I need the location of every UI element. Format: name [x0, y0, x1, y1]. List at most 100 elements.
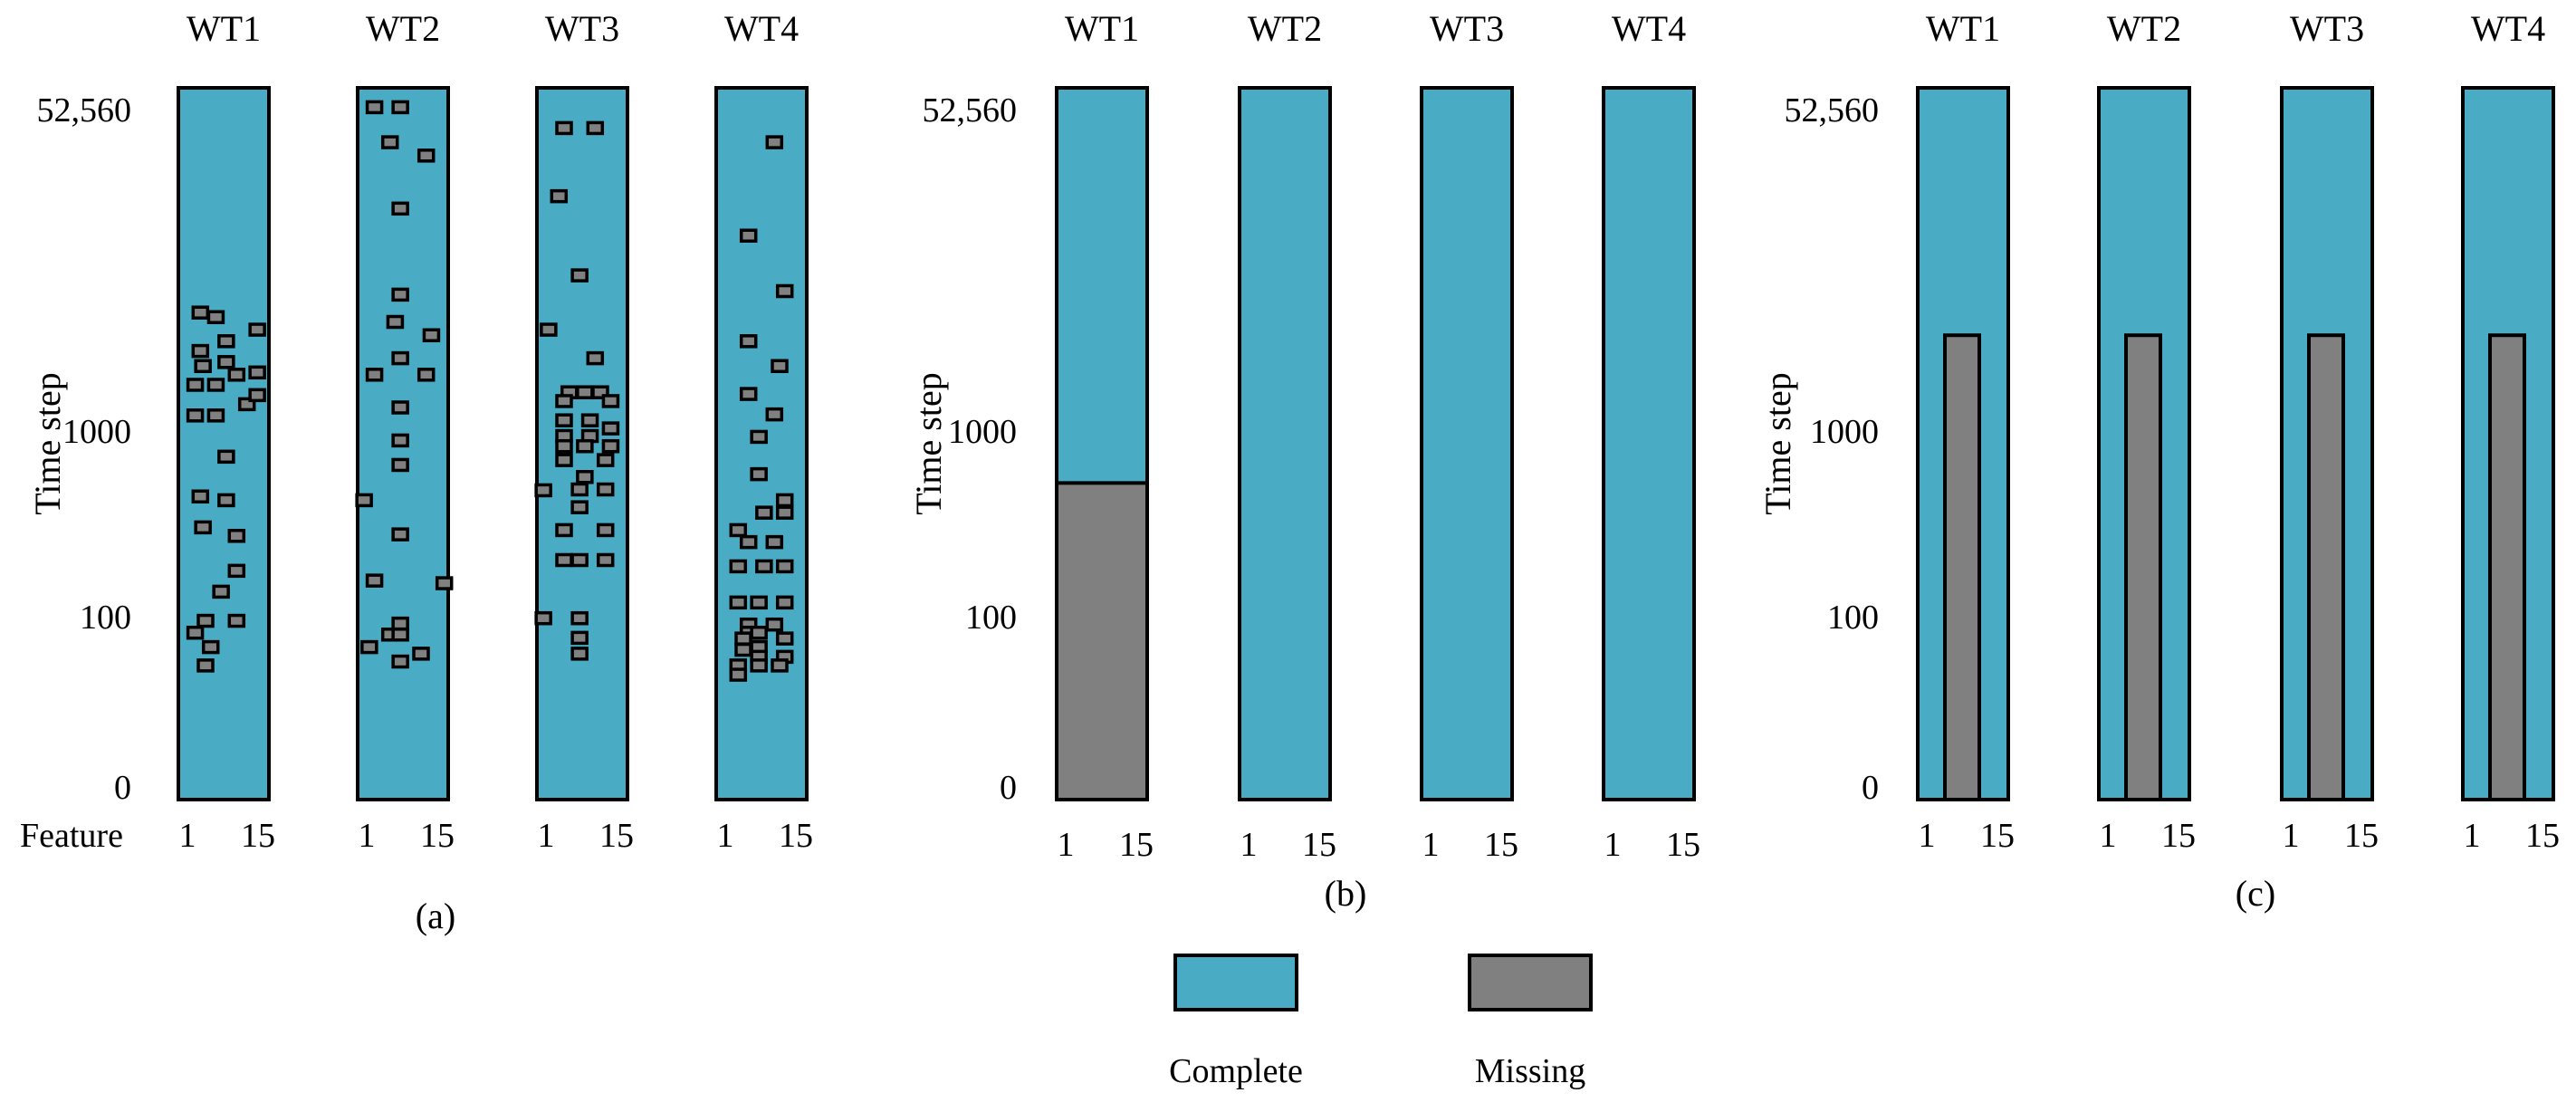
missing-cell: [534, 483, 552, 498]
missing-cell: [771, 658, 789, 673]
missing-cell: [765, 534, 784, 550]
missing-cell: [775, 631, 794, 646]
feature-tick-max: 15: [1484, 826, 1518, 864]
missing-cell: [186, 625, 205, 640]
time-tick-label: 0: [1862, 769, 1879, 807]
missing-cell: [570, 500, 589, 514]
missing-cell: [227, 563, 246, 579]
missing-cell: [386, 314, 405, 330]
feature-tick-max: 15: [599, 817, 634, 855]
turbine-label: WT2: [366, 8, 440, 49]
feature-tick-min: 1: [1240, 826, 1258, 864]
missing-block: [2124, 333, 2162, 801]
missing-cell: [191, 343, 210, 359]
missing-cell: [555, 394, 573, 408]
missing-cell: [750, 466, 768, 482]
missing-cell: [391, 350, 409, 366]
missing-cell: [555, 413, 573, 427]
missing-cell: [194, 359, 212, 373]
turbine-label: WT4: [724, 8, 799, 49]
time-tick-label: 1000: [1810, 413, 1879, 451]
missing-cell: [739, 387, 758, 401]
legend-missing-label: Missing: [1475, 1052, 1585, 1090]
feature-tick-min: 1: [2100, 817, 2117, 855]
complete-region: [1602, 86, 1696, 801]
missing-cell: [391, 433, 409, 448]
missing-cell: [555, 552, 573, 568]
missing-cell: [196, 613, 215, 628]
missing-cell: [570, 552, 589, 568]
time-tick-label: 0: [1000, 769, 1017, 807]
complete-region: [177, 86, 271, 801]
missing-cell: [212, 584, 230, 599]
missing-cell: [755, 559, 773, 574]
feature-tick-max: 15: [1666, 826, 1700, 864]
turbine-column-4: WT4 1 15: [2461, 8, 2560, 855]
missing-cell: [576, 438, 594, 454]
complete-region: [1238, 86, 1332, 801]
missing-cell: [775, 505, 794, 520]
missing-cell: [570, 630, 589, 646]
turbine-label: WT2: [2107, 8, 2181, 49]
feature-tick-min: 1: [179, 817, 196, 855]
time-tick-label: 100: [80, 599, 131, 637]
missing-block: [1943, 333, 1981, 801]
feature-axis-label: Feature: [20, 817, 123, 855]
turbine-label: WT4: [1612, 8, 1686, 49]
missing-cell: [391, 457, 409, 473]
feature-tick-min: 1: [1422, 826, 1440, 864]
feature-tick-max: 15: [241, 817, 275, 855]
missing-block: [2488, 333, 2526, 801]
missing-cell: [391, 287, 409, 302]
missing-cell: [555, 120, 573, 136]
turbine-label: WT1: [1926, 8, 2000, 49]
time-tick-label: 52,560: [923, 91, 1018, 129]
caption-a: (a): [416, 896, 455, 936]
missing-cell: [750, 429, 768, 445]
missing-cell: [227, 529, 246, 543]
missing-cell: [601, 421, 620, 436]
feature-tick-min: 1: [359, 817, 376, 855]
turbine-column-1: WT1 1 15: [1055, 8, 1154, 864]
missing-cell: [775, 595, 794, 610]
turbine-label: WT3: [545, 8, 619, 49]
missing-cell: [601, 438, 620, 454]
missing-cell: [217, 355, 235, 369]
feature-tick-max: 15: [1302, 826, 1336, 864]
missing-cell: [729, 559, 748, 574]
missing-cell: [365, 368, 384, 382]
turbine-column-3: WT3 1 15: [534, 8, 634, 855]
missing-cell: [550, 188, 569, 204]
turbine-label: WT1: [1065, 8, 1139, 49]
missing-cell: [755, 505, 773, 520]
missing-cell: [596, 482, 615, 497]
missing-cell: [186, 408, 205, 423]
time-axis-label: Time step: [908, 372, 949, 514]
feature-tick-max: 15: [2344, 817, 2379, 855]
feature-tick-min: 1: [717, 817, 734, 855]
turbine-column-3: WT3 1 15: [2280, 8, 2379, 855]
time-tick-label: 1000: [948, 413, 1017, 451]
feature-tick-min: 1: [1919, 817, 1936, 855]
missing-cell: [729, 667, 748, 682]
missing-cell: [391, 100, 409, 115]
feature-tick-max: 15: [1980, 817, 2015, 855]
turbine-column-1: WT1 1 15: [1916, 8, 2015, 855]
turbine-label: WT2: [1248, 8, 1322, 49]
turbine-label: WT3: [1430, 8, 1504, 49]
missing-cell: [391, 628, 409, 642]
missing-block: [1055, 481, 1149, 801]
turbine-label: WT3: [2290, 8, 2364, 49]
time-axis-label: Time step: [27, 372, 68, 514]
missing-cell: [391, 201, 409, 216]
missing-cell: [601, 394, 620, 408]
missing-cell: [186, 378, 205, 392]
time-tick-label: 52,560: [1785, 91, 1880, 129]
legend: Complete Missing: [1169, 954, 1593, 1090]
missing-cell: [417, 149, 436, 163]
time-tick-label: 52,560: [37, 91, 132, 129]
missing-cell: [391, 527, 409, 542]
